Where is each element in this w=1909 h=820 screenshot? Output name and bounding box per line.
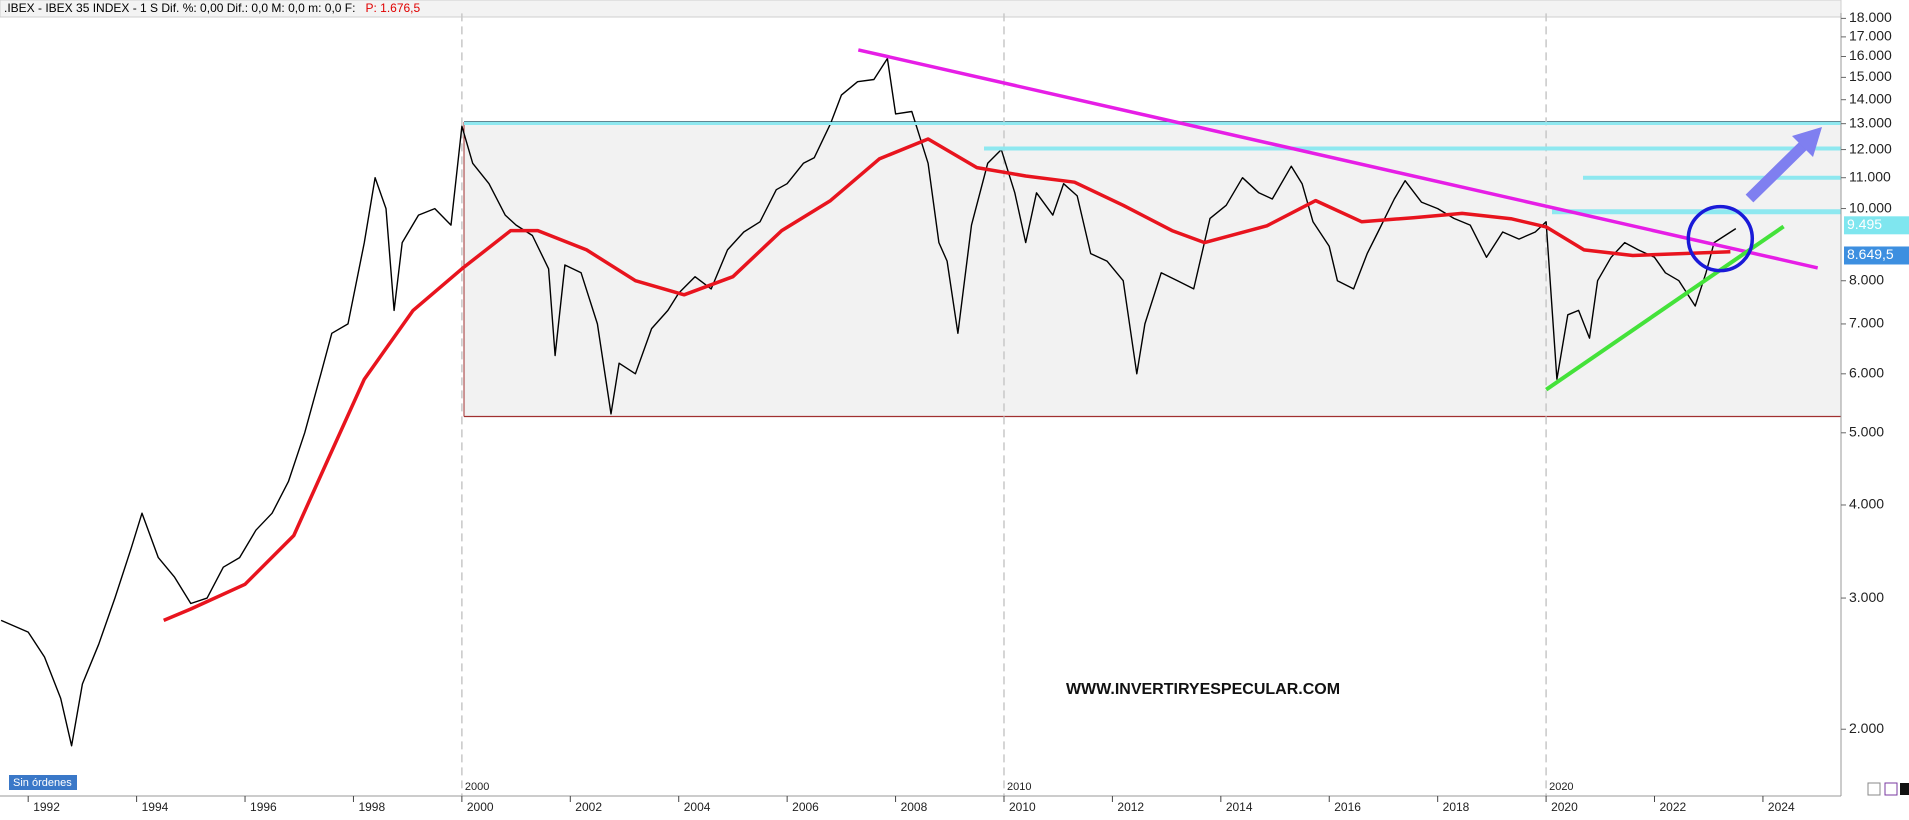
toolbar-icon[interactable] (1867, 782, 1881, 796)
decade-label: 2020 (1549, 781, 1573, 793)
y-tick-label: 14.000 (1849, 90, 1892, 106)
x-tick-label: 2018 (1443, 800, 1470, 814)
x-tick-label: 2006 (792, 800, 819, 814)
header-text: .IBEX - IBEX 35 INDEX - 1 S Dif. %: 0,00… (4, 1, 355, 15)
highlight-circle (1686, 204, 1755, 273)
x-tick-label: 1992 (33, 800, 60, 814)
x-tick-label: 2016 (1334, 800, 1361, 814)
arrow-shaft (1745, 139, 1810, 203)
x-tick-label: 2000 (467, 800, 494, 814)
orders-button-label[interactable]: Sin órdenes (13, 777, 72, 789)
x-tick-label: 1996 (250, 800, 277, 814)
trend-line (857, 48, 1819, 270)
y-tick-label: 16.000 (1849, 47, 1892, 63)
y-tick-label: 13.000 (1849, 114, 1892, 130)
header-bar (0, 0, 1842, 18)
y-tick-label: 15.000 (1849, 68, 1892, 84)
y-tick-label: 6.000 (1849, 365, 1884, 381)
decade-label: 2010 (1007, 781, 1031, 793)
watermark: WWW.INVERTIRYESPECULAR.COM (1066, 681, 1340, 698)
plot-area (0, 13, 1737, 796)
x-tick-label: 2008 (901, 800, 928, 814)
y-tick-label: 4.000 (1849, 496, 1884, 512)
x-tick-label: 2024 (1768, 800, 1795, 814)
x-tick-label: 2002 (575, 800, 602, 814)
x-tick-label: 1998 (358, 800, 385, 814)
decade-label: 2000 (465, 781, 489, 793)
x-tick-label: 2010 (1009, 800, 1036, 814)
x-tick-label: 1994 (142, 800, 169, 814)
moving-average-line (163, 137, 1731, 623)
trend-line (1545, 224, 1785, 392)
y-tick-label: 10.000 (1849, 199, 1892, 215)
y-tick-label: 11.000 (1849, 168, 1891, 184)
toolbar-icon[interactable] (1900, 783, 1909, 795)
x-tick-label: 2012 (1117, 800, 1144, 814)
x-tick-label: 2014 (1226, 800, 1253, 814)
toolbar-icon[interactable] (1884, 782, 1898, 796)
y-tick-label: 3.000 (1849, 589, 1884, 605)
y-tick-label: 17.000 (1849, 28, 1892, 44)
y-tick-label: 7.000 (1849, 315, 1884, 331)
y-tick-label: 18.000 (1849, 9, 1892, 25)
price-line (0, 57, 1737, 747)
price-label-box (1844, 246, 1909, 265)
x-tick-label: 2004 (684, 800, 711, 814)
y-tick-label: 5.000 (1849, 423, 1884, 439)
range-box (464, 122, 1841, 417)
price-label-box (1844, 216, 1909, 235)
x-tick-label: 2020 (1551, 800, 1578, 814)
arrow-head (1792, 127, 1822, 157)
x-tick-label: 2022 (1660, 800, 1687, 814)
price-label: 8.649,5 (1847, 246, 1894, 262)
y-tick-label: 2.000 (1849, 720, 1884, 736)
orders-button[interactable] (9, 775, 77, 790)
header-price: P: 1.676,5 (365, 1, 420, 15)
price-label: 9.495 (1847, 216, 1882, 232)
y-tick-label: 12.000 (1849, 140, 1892, 156)
y-tick-label: 8.000 (1849, 271, 1884, 287)
